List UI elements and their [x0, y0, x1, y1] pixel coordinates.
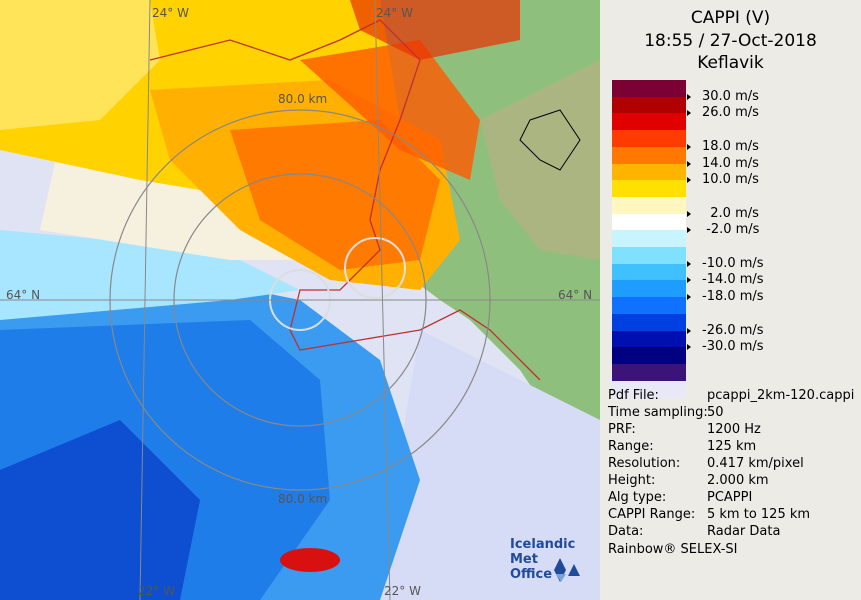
legend-label: -2.0 m/s [702, 222, 760, 238]
radar-canvas [0, 0, 600, 600]
echo-red-orange [300, 40, 480, 180]
legend-tick [687, 160, 691, 167]
legend-label: 14.0 m/s [702, 155, 759, 171]
info-value: 5 km to 125 km [707, 507, 811, 522]
legend-label: -10.0 m/s [702, 255, 764, 271]
product-title: CAPPI (V) [690, 8, 771, 28]
legend-tick [687, 110, 691, 117]
echo-light-yellow [0, 0, 160, 130]
info-value: pcappi_2km-120.cappi [707, 388, 855, 403]
legend-swatch [612, 213, 686, 231]
info-value: 2.000 km [707, 473, 769, 488]
legend-label: 18.0 m/s [702, 138, 759, 154]
lon-label-top-west: 24° W [152, 6, 189, 20]
info-key: Resolution: [608, 456, 681, 471]
longitude-line-east [374, 0, 391, 600]
logo-line-2: Office [510, 567, 553, 582]
info-key: Height: [608, 473, 656, 488]
legend-swatch [612, 163, 686, 181]
legend-swatch [612, 297, 686, 315]
legend-label: 30.0 m/s [702, 88, 759, 104]
echo-orange [230, 120, 440, 270]
echo-red [350, 0, 520, 60]
info-panel: CAPPI (V) 18:55 / 27-Oct-2018 Keflavik 3… [600, 0, 861, 600]
legend-swatch [612, 96, 686, 114]
legend-swatch [612, 280, 686, 298]
legend-swatch [612, 130, 686, 148]
info-value: 0.417 km/pixel [707, 456, 804, 471]
legend-tick [687, 210, 691, 217]
legend-tick [687, 93, 691, 100]
legend-swatch [612, 230, 686, 248]
legend-tick [687, 327, 691, 334]
radar-map[interactable]: 24° W 24° W 22° W 22° W 64° N 64° N 80.0… [0, 0, 600, 600]
info-key: Range: [608, 439, 654, 454]
legend-label: -30.0 m/s [702, 339, 764, 355]
legend-swatch [612, 263, 686, 281]
legend-swatch [612, 363, 686, 381]
legend-swatch [612, 330, 686, 348]
legend-tick [687, 143, 691, 150]
info-value: 1200 Hz [707, 422, 761, 437]
lat-label-east: 64° N [558, 288, 593, 302]
legend-label: 2.0 m/s [702, 205, 759, 221]
station-title: Keflavik [697, 53, 764, 73]
info-key: CAPPI Range: [608, 507, 696, 522]
coastline [149, 19, 541, 381]
info-value: 125 km [707, 439, 757, 454]
sea-area [380, 330, 600, 600]
imo-logo-text: Icelandic Met Office [510, 537, 600, 582]
legend-swatch [612, 347, 686, 365]
info-key: Time sampling: [608, 405, 708, 420]
footer-credit: Rainbow® SELEX-SI [608, 542, 738, 557]
info-value: PCAPPI [707, 490, 753, 505]
legend-tick [687, 260, 691, 267]
info-value: Radar Data [707, 524, 781, 539]
info-key: Alg type: [608, 490, 667, 505]
legend-tick [687, 277, 691, 284]
info-key: Pdf File: [608, 388, 659, 403]
legend-label: -14.0 m/s [702, 272, 764, 288]
info-key: PRF: [608, 422, 636, 437]
legend-swatch [612, 113, 686, 131]
echo-red-south [280, 548, 340, 572]
longitude-line-west [139, 0, 151, 600]
echo-blue-dark [0, 420, 200, 600]
range-label-south: 80.0 km [278, 492, 328, 506]
lake-outline [519, 109, 581, 171]
legend-tick [687, 294, 691, 301]
lat-label-west: 64° N [6, 288, 41, 302]
imo-logo-mark [554, 558, 580, 582]
lon-label-top-east: 24° W [376, 6, 413, 20]
info-key: Data: [608, 524, 644, 539]
datetime-title: 18:55 / 27-Oct-2018 [644, 31, 817, 51]
legend-swatch [612, 80, 686, 97]
legend-tick [687, 227, 691, 234]
legend-swatch [612, 180, 686, 198]
legend-label: -26.0 m/s [702, 322, 764, 338]
range-ring-secondary [344, 237, 406, 299]
lon-label-bottom-west: 22° W [138, 584, 175, 598]
legend-swatch [612, 196, 686, 214]
legend-tick [687, 344, 691, 351]
legend-swatch [612, 313, 686, 331]
legend-tick [687, 177, 691, 184]
lon-label-bottom-east: 22° W [384, 584, 421, 598]
legend-label: 10.0 m/s [702, 172, 759, 188]
legend-swatch [612, 247, 686, 264]
legend-swatch [612, 380, 686, 398]
legend-label: -18.0 m/s [702, 289, 764, 305]
legend-swatch [612, 146, 686, 164]
legend-label: 26.0 m/s [702, 105, 759, 121]
info-value: 50 [707, 405, 724, 420]
logo-line-1: Icelandic Met [510, 537, 576, 567]
range-label-north: 80.0 km [278, 92, 328, 106]
